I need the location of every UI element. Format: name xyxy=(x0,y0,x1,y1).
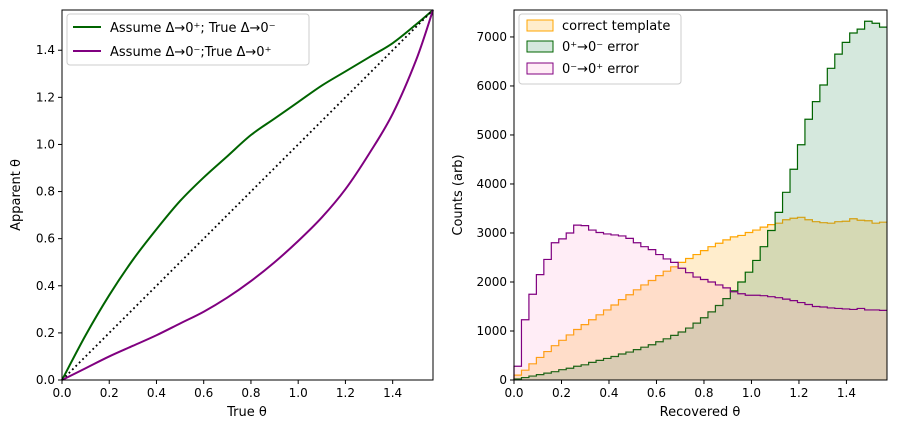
right-hist-step-1 xyxy=(513,216,887,380)
left-y-tick-label: 0.2 xyxy=(36,326,55,340)
left-x-ticks: 0.0 0.2 0.4 0.6 0.8 1.0 1.2 1.4 xyxy=(52,380,402,400)
left-legend: Assume Δ→0⁺; True Δ→0⁻ Assume Δ→0⁻;True … xyxy=(66,13,310,66)
right-legend-label-3: 0⁻→0⁺ error xyxy=(562,62,639,77)
right-legend-swatch-2 xyxy=(526,40,554,53)
right-y-axis-label: Counts (arb) xyxy=(451,154,466,235)
left-x-tick-label: 1.4 xyxy=(383,386,402,400)
identity-reference-line xyxy=(61,9,434,381)
right-hist-fill-3 xyxy=(514,225,887,380)
left-x-tick-label: 0.2 xyxy=(100,386,119,400)
right-y-tick-label: 4000 xyxy=(476,177,507,191)
left-series-line-1 xyxy=(61,9,434,381)
right-y-ticks: 0 1000 2000 3000 4000 5000 6000 7000 xyxy=(476,30,514,387)
right-x-tick-label: 0.8 xyxy=(694,386,713,400)
right-x-ticks: 0.0 0.2 0.4 0.6 0.8 1.0 1.2 1.4 xyxy=(504,380,856,400)
right-x-tick-label: 1.4 xyxy=(837,386,856,400)
right-legend-swatch-1 xyxy=(526,19,554,32)
left-x-tick-label: 0.4 xyxy=(147,386,166,400)
left-legend-label-2: Assume Δ→0⁻;True Δ→0⁺ xyxy=(110,45,271,60)
left-x-axis-label: True θ xyxy=(226,405,267,420)
left-x-tick-label: 0.6 xyxy=(194,386,213,400)
right-y-tick-label: 0 xyxy=(499,373,507,387)
left-y-tick-label: 1.0 xyxy=(36,137,55,151)
right-x-tick-label: 0.2 xyxy=(552,386,571,400)
right-y-tick-label: 5000 xyxy=(476,128,507,142)
left-y-tick-label: 0.6 xyxy=(36,232,55,246)
left-x-tick-label: 0.0 xyxy=(52,386,71,400)
right-y-tick-label: 7000 xyxy=(476,30,507,44)
right-legend: correct template 0⁺→0⁻ error 0⁻→0⁺ error xyxy=(518,13,682,85)
left-y-axis-label: Apparent θ xyxy=(9,159,24,231)
right-y-tick-label: 1000 xyxy=(476,324,507,338)
right-hist-fill-2 xyxy=(514,21,887,381)
left-x-tick-label: 0.8 xyxy=(241,386,260,400)
right-x-tick-label: 0.6 xyxy=(647,386,666,400)
left-chart: 0.0 0.2 0.4 0.6 0.8 1.0 1.2 1.4 0.0 0.2 0.4 0.6 0.8… xyxy=(9,9,434,420)
left-plot-area xyxy=(61,9,434,381)
left-axes-frame xyxy=(61,9,434,381)
right-hist-fill-1 xyxy=(514,217,887,380)
left-y-tick-label: 0.4 xyxy=(36,279,55,293)
left-x-tick-label: 1.0 xyxy=(289,386,308,400)
left-series-line-2 xyxy=(61,9,434,381)
left-x-tick-label: 1.2 xyxy=(336,386,355,400)
right-chart: 0.0 0.2 0.4 0.6 0.8 1.0 1.2 1.4 0 1000 2000 3000 40… xyxy=(451,9,888,420)
left-y-tick-label: 1.2 xyxy=(36,90,55,104)
left-y-tick-label: 0.8 xyxy=(36,185,55,199)
left-y-ticks: 0.0 0.2 0.4 0.6 0.8 1.0 1.2 1.4 xyxy=(36,43,62,387)
right-y-tick-label: 6000 xyxy=(476,79,507,93)
left-legend-box xyxy=(66,13,310,66)
right-legend-swatch-3 xyxy=(526,62,554,75)
right-x-tick-label: 1.0 xyxy=(742,386,761,400)
right-x-tick-label: 0.0 xyxy=(504,386,523,400)
right-x-tick-label: 0.4 xyxy=(599,386,618,400)
right-y-tick-label: 3000 xyxy=(476,226,507,240)
left-y-tick-label: 0.0 xyxy=(36,373,55,387)
left-y-tick-label: 1.4 xyxy=(36,43,55,57)
right-legend-box xyxy=(518,13,682,85)
right-x-tick-label: 1.2 xyxy=(789,386,808,400)
right-legend-label-2: 0⁺→0⁻ error xyxy=(562,40,639,55)
right-hist-step-3 xyxy=(513,224,887,380)
left-legend-label-1: Assume Δ→0⁺; True Δ→0⁻ xyxy=(110,21,276,36)
right-legend-label-1: correct template xyxy=(562,19,670,34)
right-plot-area xyxy=(513,20,887,381)
right-x-axis-label: Recovered θ xyxy=(660,405,741,420)
right-axes-frame xyxy=(513,9,888,381)
right-hist-step-2 xyxy=(513,20,887,380)
right-y-tick-label: 2000 xyxy=(476,275,507,289)
